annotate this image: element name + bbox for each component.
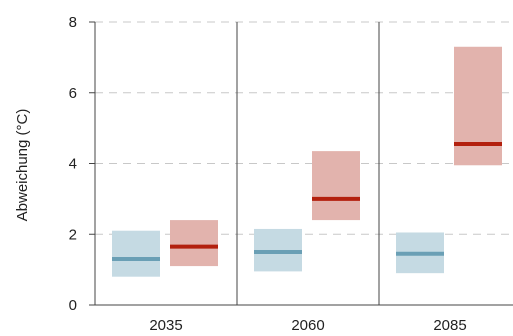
gridlines [95, 21, 513, 235]
x-tick-label: 2085 [433, 317, 466, 334]
axes [89, 21, 513, 306]
range-box [454, 46, 502, 166]
y-axis-title: Abweichung (°C) [14, 109, 31, 222]
y-tick-label: 2 [69, 226, 77, 243]
range-box [112, 230, 160, 277]
y-tick-label: 8 [69, 14, 77, 31]
range-box [170, 220, 218, 267]
tick-labels: 0 2 4 6 8 2035 2060 2085 [69, 14, 467, 334]
x-tick-label: 2060 [291, 317, 324, 334]
y-tick-label: 4 [69, 156, 77, 173]
x-tick-label: 2035 [149, 317, 182, 334]
range-box [312, 151, 360, 221]
range-boxes [112, 46, 502, 277]
y-tick-label: 0 [69, 297, 77, 314]
y-tick-label: 6 [69, 85, 77, 102]
